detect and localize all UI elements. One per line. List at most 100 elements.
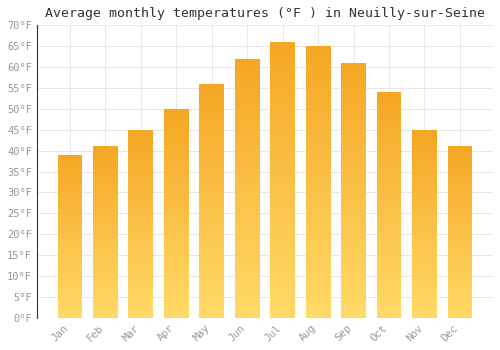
Bar [235,152,260,157]
Bar [128,269,154,273]
Bar [164,134,188,138]
Bar [306,231,330,236]
Bar [341,241,366,246]
Bar [164,297,188,301]
Bar [235,209,260,214]
Bar [306,285,330,291]
Bar [93,157,118,160]
Bar [235,142,260,147]
Bar [376,178,402,182]
Bar [306,100,330,106]
Bar [200,163,224,168]
Bar [376,218,402,223]
Bar [58,155,82,158]
Bar [412,295,437,299]
Bar [341,282,366,287]
Bar [376,309,402,313]
Bar [306,51,330,57]
Bar [93,273,118,277]
Bar [58,181,82,184]
Bar [412,231,437,235]
Bar [58,191,82,194]
Bar [306,182,330,188]
Bar [128,152,154,156]
Bar [235,276,260,282]
Bar [306,302,330,307]
Bar [412,303,437,307]
Bar [341,216,366,221]
Bar [58,226,82,230]
Bar [376,286,402,291]
Bar [306,198,330,204]
Bar [200,248,224,252]
Bar [235,308,260,313]
Bar [200,187,224,191]
Bar [235,282,260,287]
Bar [58,174,82,178]
Bar [306,111,330,117]
Bar [270,279,295,285]
Bar [306,188,330,193]
Bar [306,307,330,313]
Bar [412,310,437,314]
Bar [93,297,118,301]
Bar [341,93,366,99]
Bar [270,125,295,130]
Bar [128,130,154,134]
Bar [164,121,188,126]
Bar [270,58,295,64]
Bar [200,215,224,219]
Bar [270,213,295,218]
Bar [93,188,118,191]
Bar [200,210,224,215]
Bar [164,218,188,222]
Bar [306,144,330,149]
Bar [128,261,154,265]
Bar [376,250,402,255]
Bar [306,166,330,171]
Bar [341,272,366,277]
Bar [200,177,224,182]
Bar [412,250,437,254]
Bar [164,117,188,121]
Bar [270,312,295,318]
Bar [448,147,472,150]
Bar [128,212,154,216]
Bar [93,191,118,195]
Bar [164,230,188,234]
Bar [412,164,437,167]
Bar [376,137,402,142]
Bar [93,174,118,177]
Bar [200,126,224,131]
Bar [164,305,188,309]
Bar [448,153,472,157]
Bar [376,115,402,119]
Bar [58,292,82,295]
Bar [200,159,224,163]
Bar [58,279,82,282]
Bar [412,141,437,145]
Bar [412,243,437,246]
Bar [164,259,188,264]
Bar [270,53,295,58]
Bar [128,235,154,239]
Bar [448,263,472,266]
Bar [306,193,330,198]
Bar [235,157,260,162]
Bar [128,134,154,137]
Bar [448,229,472,232]
Bar [128,175,154,179]
Bar [128,194,154,197]
Bar [128,167,154,171]
Bar [306,269,330,274]
Bar [341,119,366,124]
Bar [448,170,472,174]
Bar [341,175,366,180]
Bar [448,188,472,191]
Bar [341,73,366,78]
Bar [306,264,330,269]
Bar [164,172,188,176]
Bar [164,234,188,238]
Bar [128,216,154,220]
Bar [235,111,260,116]
